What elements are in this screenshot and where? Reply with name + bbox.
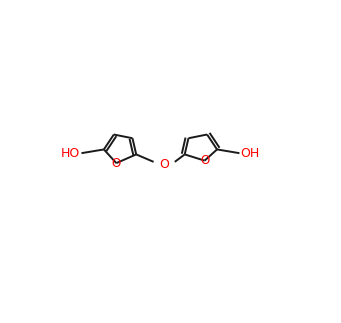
Text: OH: OH — [241, 147, 260, 160]
Text: O: O — [112, 157, 121, 170]
Text: O: O — [200, 154, 209, 167]
Text: O: O — [159, 158, 169, 172]
Text: HO: HO — [61, 147, 80, 160]
